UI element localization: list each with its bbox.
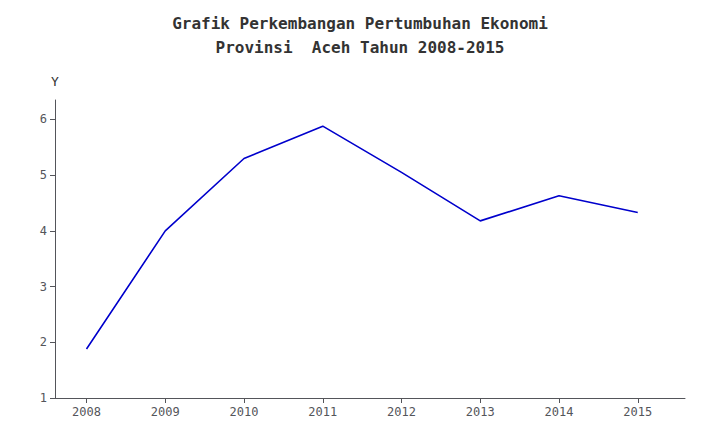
svg-text:2015: 2015 [623, 405, 652, 419]
svg-text:Provinsi Aceh Tahun 2008-2015: Provinsi Aceh Tahun 2008-2015 [216, 38, 505, 57]
svg-text:2009: 2009 [151, 405, 180, 419]
svg-text:2012: 2012 [387, 405, 416, 419]
svg-text:3: 3 [40, 280, 47, 294]
svg-text:2014: 2014 [545, 405, 574, 419]
svg-text:4: 4 [40, 224, 47, 238]
svg-text:2008: 2008 [72, 405, 101, 419]
svg-text:6: 6 [40, 112, 47, 126]
svg-text:Y: Y [51, 74, 59, 89]
svg-text:2013: 2013 [466, 405, 495, 419]
svg-text:2: 2 [40, 335, 47, 349]
svg-text:5: 5 [40, 168, 47, 182]
svg-text:2010: 2010 [230, 405, 259, 419]
svg-text:2011: 2011 [308, 405, 337, 419]
svg-text:Grafik Perkembangan Pertumbuha: Grafik Perkembangan Pertumbuhan Ekonomi [172, 14, 548, 33]
svg-text:1: 1 [40, 391, 47, 405]
